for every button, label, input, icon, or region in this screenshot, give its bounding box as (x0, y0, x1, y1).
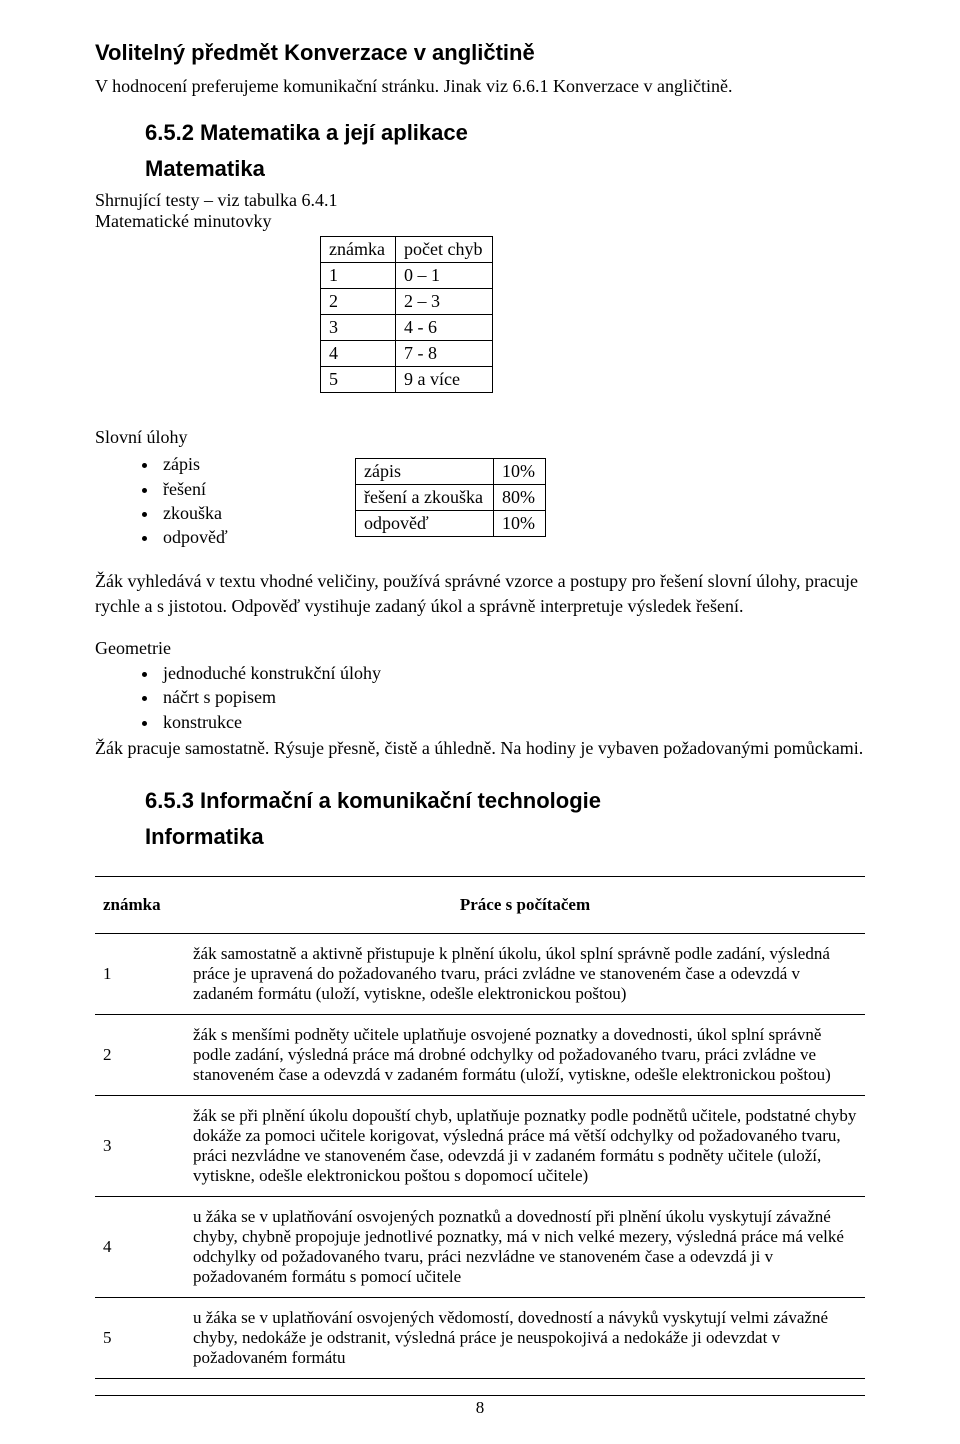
cell: 4 (321, 341, 396, 367)
table-row: 1 0 – 1 (321, 263, 493, 289)
table-row: 2 2 – 3 (321, 289, 493, 315)
cell: 2 (321, 289, 396, 315)
list-item: odpověď (159, 525, 355, 549)
paragraph-slovni-desc: Žák vyhledává v textu vhodné veličiny, p… (95, 569, 865, 618)
list-item: náčrt s popisem (159, 685, 865, 709)
table-informatika: známka Práce s počítačem 1 žák samostatn… (95, 876, 865, 1379)
table-row: známka počet chyb (321, 237, 493, 263)
list-geom-bullets: jednoduché konstrukční úlohy náčrt s pop… (159, 661, 865, 734)
table-row: 3 4 - 6 (321, 315, 493, 341)
table-row: 1 žák samostatně a aktivně přistupuje k … (95, 934, 865, 1015)
cell: odpověď (356, 511, 494, 537)
cell-desc: u žáka se v uplatňování osvojených pozna… (185, 1197, 865, 1298)
table-header-znamka: známka (95, 877, 185, 934)
cell-znamka: 5 (95, 1298, 185, 1379)
table-header-znamka: známka (321, 237, 396, 263)
table-row: zápis 10% (356, 459, 546, 485)
cell: 10% (493, 459, 545, 485)
heading-informatika: Informatika (145, 824, 865, 850)
cell: 1 (321, 263, 396, 289)
table-row: 2 žák s menšími podněty učitele uplatňuj… (95, 1015, 865, 1096)
cell: 0 – 1 (395, 263, 492, 289)
table-row: 4 u žáka se v uplatňování osvojených poz… (95, 1197, 865, 1298)
list-item: jednoduché konstrukční úlohy (159, 661, 865, 685)
table-header-pocet-chyb: počet chyb (395, 237, 492, 263)
page-number: 8 (95, 1395, 865, 1418)
cell: 9 a více (395, 367, 492, 393)
paragraph-geom-note: Žák pracuje samostatně. Rýsuje přesně, č… (95, 736, 865, 760)
cell: 5 (321, 367, 396, 393)
table-row: známka Práce s počítačem (95, 877, 865, 934)
table-row: odpověď 10% (356, 511, 546, 537)
table-row: 4 7 - 8 (321, 341, 493, 367)
cell: zápis (356, 459, 494, 485)
heading-653: 6.5.3 Informační a komunikační technolog… (145, 788, 865, 814)
list-item: zápis (159, 452, 355, 476)
table-minutovky: známka počet chyb 1 0 – 1 2 2 – 3 3 4 - … (320, 236, 493, 393)
cell: 3 (321, 315, 396, 341)
list-item: konstrukce (159, 710, 865, 734)
cell: řešení a zkouška (356, 485, 494, 511)
cell-desc: žák se při plnění úkolu dopouští chyb, u… (185, 1096, 865, 1197)
heading-matematika: Matematika (145, 156, 865, 182)
list-slovni-bullets: zápis řešení zkouška odpověď (159, 452, 355, 549)
list-item: zkouška (159, 501, 355, 525)
table-row: řešení a zkouška 80% (356, 485, 546, 511)
heading-geometrie: Geometrie (95, 638, 865, 659)
table-header-prace: Práce s počítačem (185, 877, 865, 934)
cell-znamka: 3 (95, 1096, 185, 1197)
table-row: 5 u žáka se v uplatňování osvojených věd… (95, 1298, 865, 1379)
cell: 10% (493, 511, 545, 537)
heading-volitelny: Volitelný předmět Konverzace v angličtin… (95, 40, 865, 66)
cell-desc: žák s menšími podněty učitele uplatňuje … (185, 1015, 865, 1096)
text-tests: Shrnující testy – viz tabulka 6.4.1 (95, 190, 865, 211)
cell: 7 - 8 (395, 341, 492, 367)
cell: 4 - 6 (395, 315, 492, 341)
table-row: 5 9 a více (321, 367, 493, 393)
cell-znamka: 1 (95, 934, 185, 1015)
cell-znamka: 4 (95, 1197, 185, 1298)
text-minutovky: Matematické minutovky (95, 211, 865, 232)
table-row: 3 žák se při plnění úkolu dopouští chyb,… (95, 1096, 865, 1197)
heading-652: 6.5.2 Matematika a její aplikace (145, 120, 865, 146)
paragraph-hodnoceni: V hodnocení preferujeme komunikační strá… (95, 74, 865, 98)
cell-znamka: 2 (95, 1015, 185, 1096)
heading-slovni: Slovní úlohy (95, 427, 865, 448)
cell-desc: u žáka se v uplatňování osvojených vědom… (185, 1298, 865, 1379)
table-slovni-weights: zápis 10% řešení a zkouška 80% odpověď 1… (355, 458, 546, 537)
list-item: řešení (159, 477, 355, 501)
cell: 80% (493, 485, 545, 511)
cell: 2 – 3 (395, 289, 492, 315)
cell-desc: žák samostatně a aktivně přistupuje k pl… (185, 934, 865, 1015)
